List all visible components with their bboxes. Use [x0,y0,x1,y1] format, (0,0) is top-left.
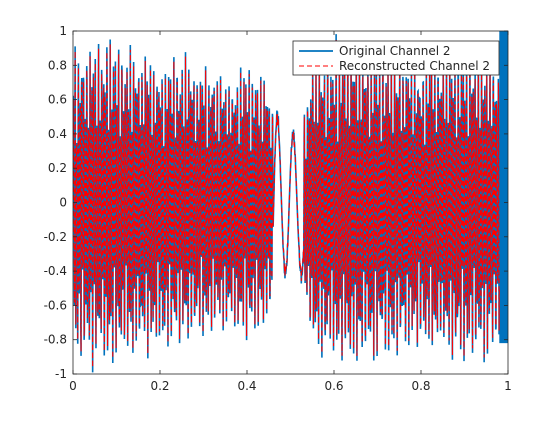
x-tick-label: 0.6 [324,379,343,393]
x-tick-label: 0.2 [150,379,169,393]
y-tick-label: -0.6 [44,298,67,312]
y-tick-label: 0 [59,196,67,210]
y-tick-label: 0.2 [48,161,67,175]
x-tick-label: 1 [504,379,512,393]
x-tick-label: 0.8 [411,379,430,393]
y-tick-label: 0.6 [48,93,67,107]
series-original-saturated-block [499,31,508,344]
x-tick-label: 0.4 [237,379,256,393]
y-tick-label: -1 [55,367,67,381]
legend-label-0: Original Channel 2 [339,44,451,58]
y-tick-label: -0.8 [44,333,67,347]
plot-area [73,31,508,373]
axes: 0 0.2 0.4 0.6 0.8 1 1 0.8 0.6 0.4 0.2 0 -0.2 -0.4 -0.6… [44,24,512,393]
y-tick-label: 0.8 [48,58,67,72]
y-tick-label: -0.4 [44,264,67,278]
y-tick-label: 1 [59,24,67,38]
y-tick-label: 0.4 [48,127,67,141]
legend-label-1: Reconstructed Channel 2 [339,59,490,73]
series-reconstructed-channel-2-line [73,39,500,368]
x-tick-label: 0 [69,379,77,393]
legend-box [292,40,500,76]
y-tick-label: -0.2 [44,230,67,244]
